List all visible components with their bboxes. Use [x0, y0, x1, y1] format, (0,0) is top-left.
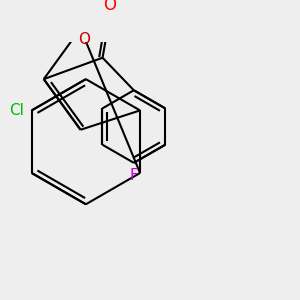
Text: F: F [130, 168, 138, 183]
Text: O: O [103, 0, 116, 14]
Text: O: O [78, 32, 90, 47]
Text: Cl: Cl [9, 103, 24, 118]
